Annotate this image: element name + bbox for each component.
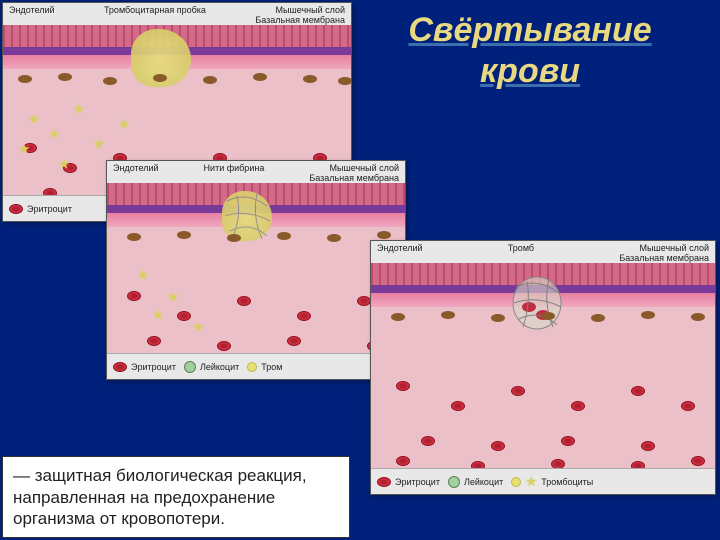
- endothelium-nucleus: [377, 231, 391, 239]
- red-blood-cell: [571, 401, 585, 411]
- endothelium-nucleus: [491, 314, 505, 322]
- panel-2-legend: Эритроцит Лейкоцит Тром: [107, 353, 405, 379]
- diagram-panel-3: Эндотелий Тромб Мышечный слой Базальная …: [370, 240, 716, 495]
- endothelium-nucleus: [103, 77, 117, 85]
- panel-3-legend: Эритроцит Лейкоцит Тромбоциты: [371, 468, 715, 494]
- legend-erythrocyte: Эритроцит: [131, 362, 176, 372]
- red-blood-cell: [147, 336, 161, 346]
- label-muscle: Мышечный слой: [276, 5, 345, 15]
- legend-erythrocyte: Эритроцит: [27, 204, 72, 214]
- label-platelet-plug: Тромбоцитарная пробка: [104, 5, 206, 23]
- platelet-icon: [511, 477, 521, 487]
- legend-leukocyte: Лейкоцит: [464, 477, 503, 487]
- red-blood-cell: [177, 311, 191, 321]
- endothelium-nucleus: [277, 232, 291, 240]
- red-blood-cell: [631, 386, 645, 396]
- label-muscle: Мышечный слой: [640, 243, 709, 253]
- red-blood-cell: [641, 441, 655, 451]
- thrombus-clot: [511, 275, 563, 331]
- red-blood-cell: [681, 401, 695, 411]
- rbc-icon: [9, 204, 23, 214]
- diagram-panel-2: Эндотелий Нити фибрина Мышечный слой Баз…: [106, 160, 406, 380]
- endothelium-nucleus: [227, 234, 241, 242]
- label-thrombus: Тромб: [508, 243, 534, 261]
- endothelium-nucleus: [691, 313, 705, 321]
- red-blood-cell: [217, 341, 231, 351]
- caption-box: — защитная биологическая реакция, направ…: [2, 456, 350, 538]
- red-blood-cell: [396, 456, 410, 466]
- endothelium-nucleus: [541, 312, 555, 320]
- red-blood-cell: [421, 436, 435, 446]
- legend-erythrocyte: Эритроцит: [395, 477, 440, 487]
- red-blood-cell: [511, 386, 525, 396]
- platelet-icon: [247, 362, 257, 372]
- panel-2-top-labels: Эндотелий Нити фибрина Мышечный слой Баз…: [107, 161, 405, 183]
- red-blood-cell: [237, 296, 251, 306]
- endothelium-nucleus: [203, 76, 217, 84]
- red-blood-cell: [127, 291, 141, 301]
- legend-platelet: Тром: [261, 362, 282, 372]
- legend-thrombocytes: Тромбоциты: [541, 477, 593, 487]
- wbc-icon: [448, 476, 460, 488]
- label-endothelium: Эндотелий: [113, 163, 159, 181]
- red-blood-cell: [451, 401, 465, 411]
- label-basement: Базальная мембрана: [619, 253, 709, 263]
- endothelium-nucleus: [641, 311, 655, 319]
- red-blood-cell: [691, 456, 705, 466]
- label-basement: Базальная мембрана: [255, 15, 345, 25]
- panel-3-top-labels: Эндотелий Тромб Мышечный слой Базальная …: [371, 241, 715, 263]
- endothelium-nucleus: [18, 75, 32, 83]
- endothelium-nucleus: [153, 74, 167, 82]
- rbc-icon: [377, 477, 391, 487]
- endothelium-nucleus: [441, 311, 455, 319]
- platelet-star-icon: [525, 476, 537, 488]
- endothelium-nucleus: [253, 73, 267, 81]
- red-blood-cell: [357, 296, 371, 306]
- label-endothelium: Эндотелий: [377, 243, 423, 261]
- red-blood-cell: [491, 441, 505, 451]
- endothelium-nucleus: [327, 234, 341, 242]
- endothelium-nucleus: [58, 73, 72, 81]
- plasma-region: [107, 227, 405, 353]
- endothelium-nucleus: [338, 77, 351, 85]
- endothelium-nucleus: [303, 75, 317, 83]
- red-blood-cell: [297, 311, 311, 321]
- wbc-icon: [184, 361, 196, 373]
- slide-title: Свёртывание крови: [370, 10, 690, 92]
- label-basement: Базальная мембрана: [309, 173, 399, 183]
- red-blood-cell: [396, 381, 410, 391]
- label-endothelium: Эндотелий: [9, 5, 55, 23]
- endothelium-nucleus: [177, 231, 191, 239]
- rbc-icon: [113, 362, 127, 372]
- label-fibrin: Нити фибрина: [204, 163, 265, 181]
- endothelium-nucleus: [391, 313, 405, 321]
- fibrin-plug: [222, 191, 272, 241]
- label-muscle: Мышечный слой: [330, 163, 399, 173]
- panel-1-top-labels: Эндотелий Тромбоцитарная пробка Мышечный…: [3, 3, 351, 25]
- endothelium-nucleus: [127, 233, 141, 241]
- endothelium-nucleus: [591, 314, 605, 322]
- caption-text: — защитная биологическая реакция, направ…: [13, 466, 307, 528]
- red-blood-cell: [561, 436, 575, 446]
- red-blood-cell: [287, 336, 301, 346]
- title-line-2: крови: [480, 52, 580, 90]
- title-line-1: Свёртывание: [408, 11, 651, 49]
- legend-leukocyte: Лейкоцит: [200, 362, 239, 372]
